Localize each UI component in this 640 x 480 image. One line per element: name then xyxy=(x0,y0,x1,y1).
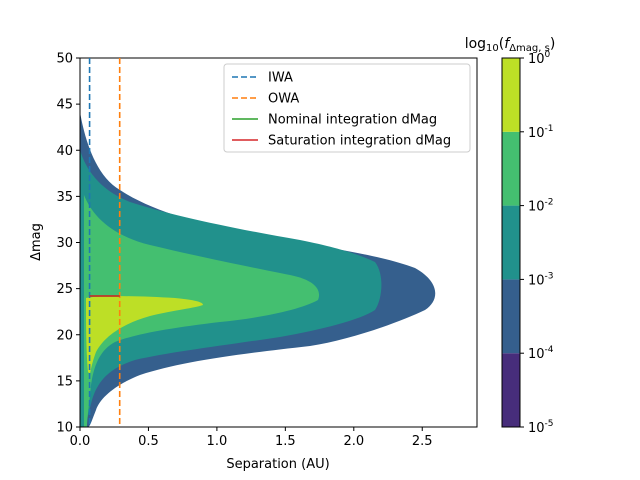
y-axis-label: Δmag xyxy=(29,223,44,261)
y-tick-label: 10 xyxy=(56,421,73,436)
y-tick-label: 40 xyxy=(56,144,73,159)
x-axis-label: Separation (AU) xyxy=(226,457,329,472)
y-tick-label: 20 xyxy=(56,328,73,343)
legend-box xyxy=(223,63,471,153)
legend-label-owa: OWA xyxy=(268,92,299,107)
density-region-1e-1 xyxy=(86,296,203,374)
y-tick-label: 50 xyxy=(56,52,73,67)
y-tick-label: 25 xyxy=(56,282,73,297)
density-map xyxy=(80,112,436,427)
colorbar-band xyxy=(502,205,520,280)
legend-label-iwa: IWA xyxy=(268,71,293,86)
colorbar-band xyxy=(502,279,520,354)
colorbar-band xyxy=(502,353,520,427)
y-tick-label: 15 xyxy=(56,374,73,389)
colorbar-frame xyxy=(501,57,521,428)
x-tick-label: 1.0 xyxy=(207,434,228,449)
y-tick-label: 35 xyxy=(56,190,73,205)
reference-lines xyxy=(88,58,121,427)
y-axis-ticks: 10 15 20 25 30 35 40 45 50 xyxy=(56,52,80,436)
x-tick-label: 1.5 xyxy=(275,434,296,449)
colorbar-tick-label: 100 xyxy=(528,50,551,67)
colorbar-tick-label: 10-1 xyxy=(528,124,554,141)
colorbar-tick-label: 10-5 xyxy=(528,419,554,436)
colorbar-tick-label: 10-4 xyxy=(528,345,554,362)
legend: IWA OWA Nominal integration dMag Saturation… xyxy=(223,63,471,153)
legend-label-saturation-integration-dmag: Saturation integration dMag xyxy=(268,134,451,149)
colorbar-tick-label: 10-3 xyxy=(528,271,554,288)
x-tick-label: 0.0 xyxy=(70,434,91,449)
x-tick-label: 0.5 xyxy=(138,434,159,449)
x-tick-label: 2.0 xyxy=(343,434,364,449)
colorbar-band xyxy=(502,58,520,132)
colorbar-band xyxy=(502,131,520,206)
density-region-1e-2 xyxy=(84,195,320,427)
x-axis-ticks: 0.0 0.5 1.0 1.5 2.0 2.5 xyxy=(70,427,433,449)
colorbar-tick-label: 10-2 xyxy=(528,198,554,215)
y-tick-label: 30 xyxy=(56,236,73,251)
y-tick-label: 45 xyxy=(56,98,73,113)
x-tick-label: 2.5 xyxy=(412,434,433,449)
legend-label-nominal-integration-dmag: Nominal integration dMag xyxy=(268,113,437,128)
